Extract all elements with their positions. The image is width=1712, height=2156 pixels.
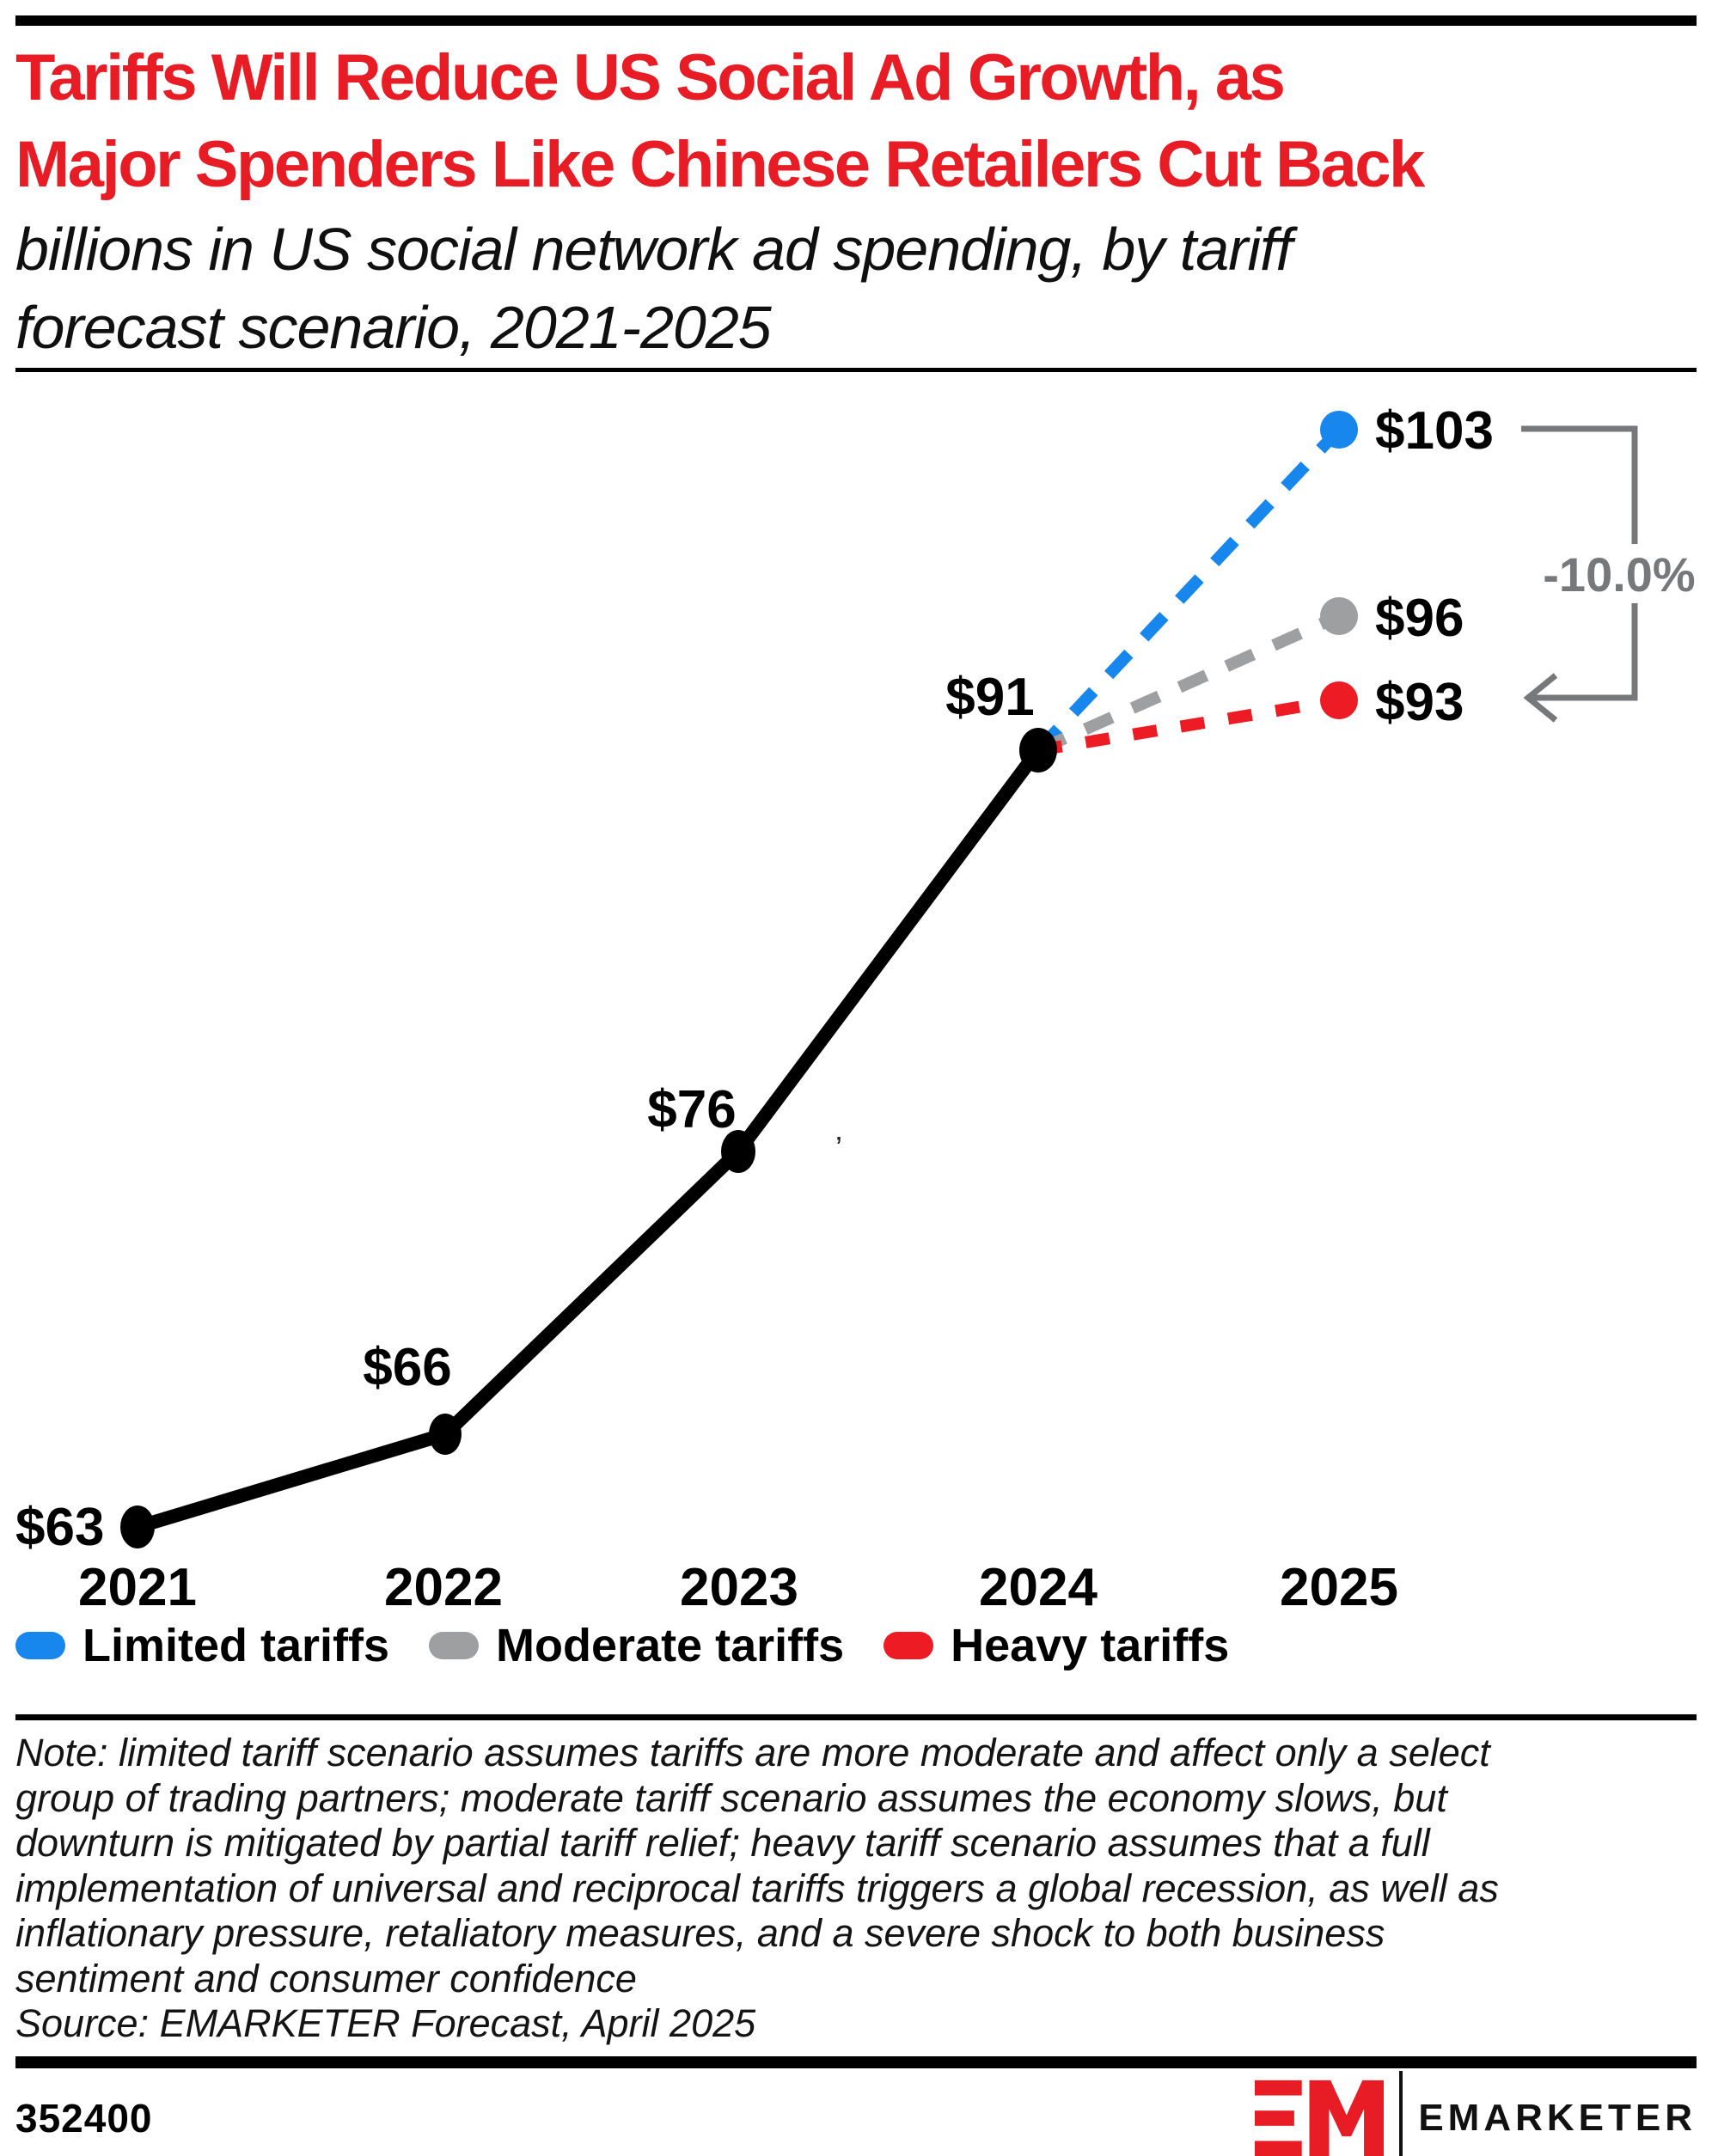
legend-item-heavy-tariffs: Heavy tariffs — [884, 1619, 1229, 1672]
value-label-2024: $91 — [945, 668, 1034, 727]
legend-item-limited-tariffs: Limited tariffs — [15, 1619, 389, 1672]
data-point-2025-moderate — [1320, 597, 1358, 635]
em-monogram-icon — [1255, 2080, 1385, 2156]
moderate-tariffs-dashed-line — [1036, 610, 1342, 756]
decrease-bracket-top — [1521, 425, 1638, 544]
legend-label: Heavy tariffs — [951, 1620, 1230, 1671]
value-label-2022: $66 — [363, 1338, 451, 1397]
page-subtitle-line1: billions in US social network ad spendin… — [15, 216, 1293, 283]
page-title-line2: Major Spenders Like Chinese Retailers Cu… — [15, 128, 1425, 201]
legend-label: Moderate tariffs — [496, 1620, 845, 1671]
page-title: Tariffs Will Reduce US Social Ad Growth,… — [15, 34, 1425, 208]
note-line: Note: limited tariff scenario assumes ta… — [15, 1731, 1490, 1774]
note-line: implementation of universal and reciproc… — [15, 1866, 1499, 1910]
moderate-tariffs-swatch-icon — [429, 1632, 480, 1659]
page-subtitle-line2: forecast scenario, 2021-2025 — [15, 294, 772, 361]
left-arrow-icon — [1523, 673, 1558, 723]
x-axis-label-2022: 2022 — [384, 1558, 503, 1617]
x-axis-label-2021: 2021 — [78, 1558, 197, 1617]
top-accent-bar — [15, 15, 1697, 26]
value-label-2021: $63 — [15, 1498, 104, 1557]
header-divider-line — [15, 368, 1697, 372]
legend-item-moderate-tariffs: Moderate tariffs — [429, 1619, 844, 1672]
stray-mark: ’ — [835, 1130, 842, 1165]
value-label-2025-moderate: $96 — [1375, 589, 1464, 648]
history-line-series — [131, 743, 1045, 1534]
x-axis-label-2023: 2023 — [680, 1558, 798, 1617]
data-point-2022 — [429, 1414, 462, 1455]
chart-id: 352400 — [15, 2096, 153, 2141]
brand-wordmark: EMARKETER — [1418, 2097, 1697, 2139]
page-title-line1: Tariffs Will Reduce US Social Ad Growth,… — [15, 41, 1286, 114]
decrease-bracket-bottom — [1530, 603, 1638, 701]
heavy-tariffs-swatch-icon — [884, 1632, 934, 1659]
footer-accent-bar — [15, 2056, 1697, 2068]
limited-tariffs-dashed-line — [1033, 425, 1344, 754]
note-line: sentiment and consumer confidence — [15, 1956, 637, 2000]
source-line: Source: EMARKETER Forecast, April 2025 — [15, 2001, 756, 2045]
chart-legend: Limited tariffs Moderate tariffs Heavy t… — [15, 1619, 1229, 1672]
note-line: downturn is mitigated by partial tariff … — [15, 1821, 1430, 1865]
data-point-2021 — [120, 1506, 155, 1548]
value-label-2025-heavy: $93 — [1375, 673, 1464, 732]
legend-label: Limited tariffs — [83, 1620, 390, 1671]
footer: 352400 EMARKETER — [15, 2071, 1697, 2156]
data-point-2024 — [1019, 728, 1057, 773]
heavy-tariffs-dashed-line — [1036, 694, 1341, 756]
value-label-2025-limited: $103 — [1375, 401, 1494, 461]
limited-tariffs-swatch-icon — [15, 1632, 65, 1659]
data-point-2023 — [721, 1130, 755, 1173]
data-point-2025-limited — [1320, 411, 1358, 449]
x-axis-label-2024: 2024 — [979, 1558, 1098, 1617]
emarketer-logo: EMARKETER — [1255, 2071, 1697, 2156]
decrease-annotation-label: -10.0% — [1543, 547, 1695, 602]
data-point-2025-heavy — [1320, 681, 1358, 719]
note-divider-line — [15, 1714, 1697, 1720]
value-label-2023: $76 — [647, 1080, 736, 1139]
logo-divider-line — [1399, 2071, 1403, 2156]
footnote-block: Note: limited tariff scenario assumes ta… — [15, 1731, 1697, 2047]
note-line: inflationary pressure, retaliatory measu… — [15, 1911, 1385, 1955]
page-subtitle: billions in US social network ad spendin… — [15, 211, 1293, 367]
note-line: group of trading partners; moderate tari… — [15, 1775, 1447, 1820]
x-axis-label-2025: 2025 — [1280, 1558, 1398, 1617]
